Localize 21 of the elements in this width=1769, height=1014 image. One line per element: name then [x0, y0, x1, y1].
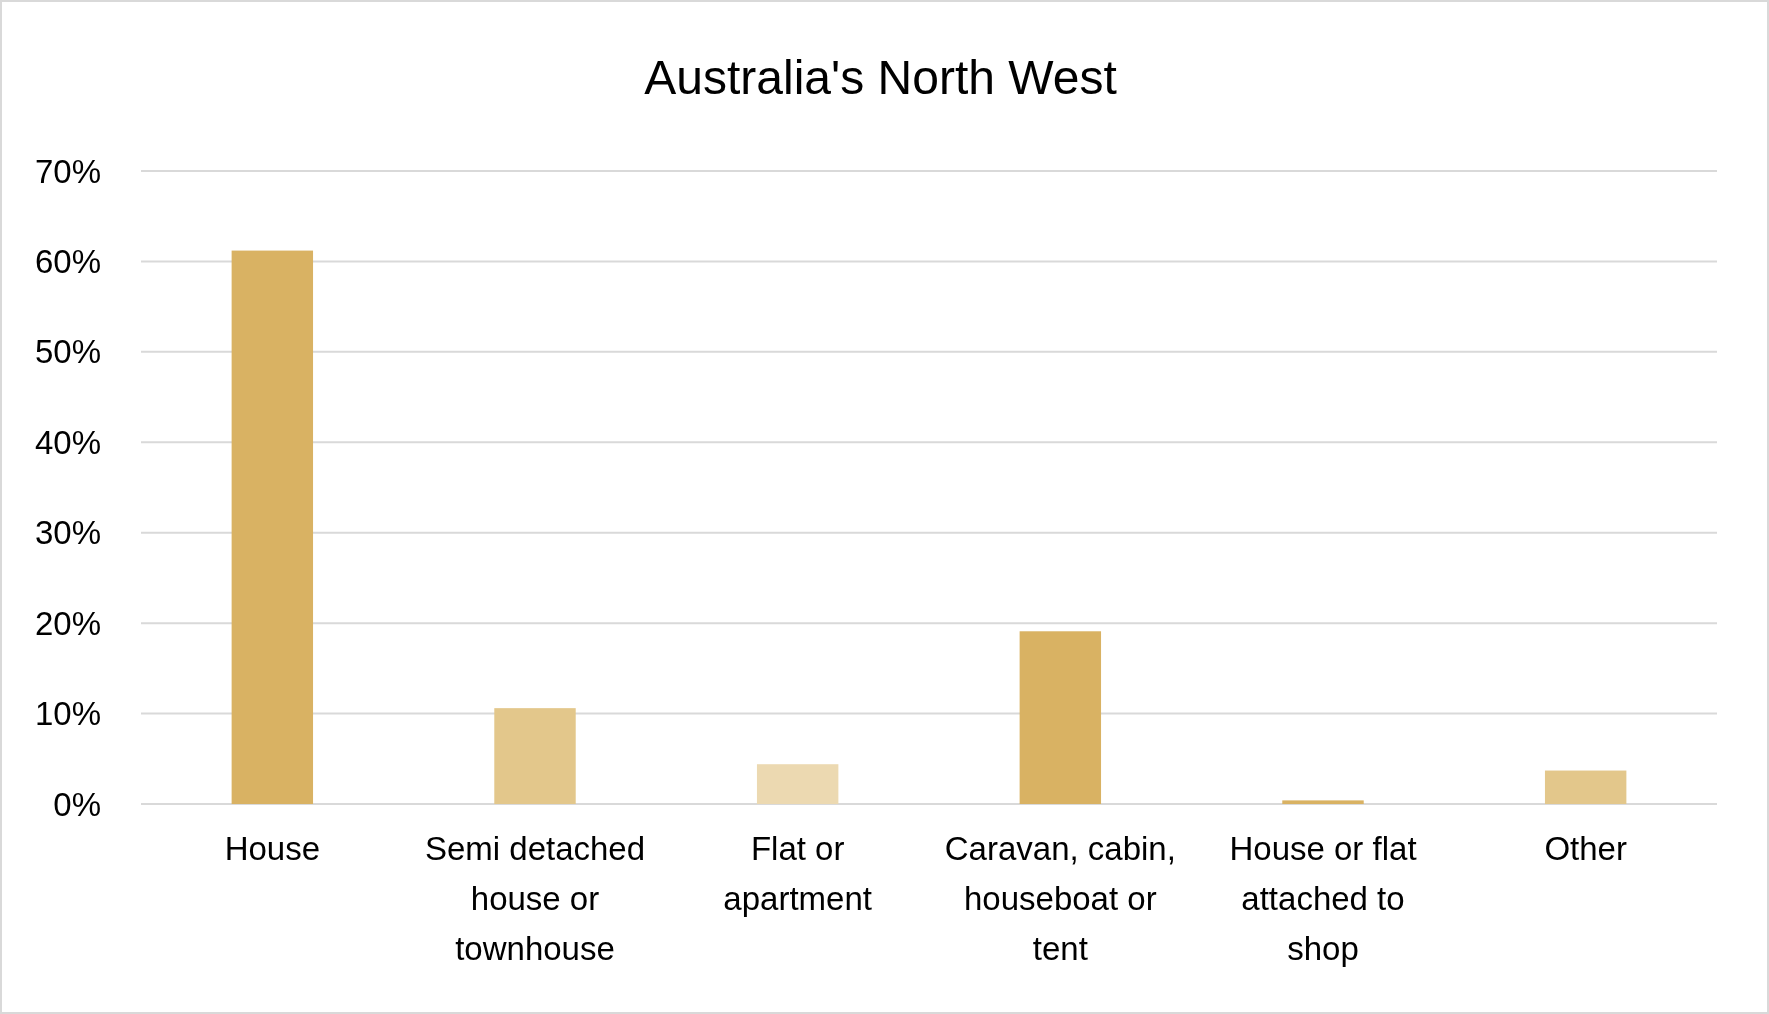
- x-tick-label: House: [224, 830, 321, 867]
- x-tick-label: House or flat attached to shop: [1229, 830, 1417, 967]
- y-tick-label: 0%: [53, 785, 101, 823]
- bar: [1544, 770, 1627, 804]
- y-tick-label: 20%: [34, 604, 101, 642]
- chart-title: Australia's North West: [644, 51, 1117, 104]
- x-tick-label: Caravan, cabin, houseboat or tent: [944, 830, 1176, 967]
- y-tick-label: 60%: [34, 242, 101, 280]
- bar: [756, 764, 839, 804]
- x-tick-label: Other: [1544, 830, 1627, 867]
- x-tick-label: Flat or apartment: [723, 830, 872, 917]
- y-tick-label: 70%: [34, 152, 101, 190]
- y-tick-label: 50%: [34, 333, 101, 371]
- y-tick-label: 40%: [34, 423, 101, 461]
- bar: [231, 250, 314, 804]
- bar: [1019, 631, 1102, 804]
- x-tick-label: Semi detached house or townhouse: [424, 830, 646, 967]
- bar: [494, 708, 576, 804]
- y-tick-label: 10%: [34, 695, 101, 733]
- bar: [1282, 800, 1364, 804]
- y-tick-label: 30%: [34, 514, 101, 552]
